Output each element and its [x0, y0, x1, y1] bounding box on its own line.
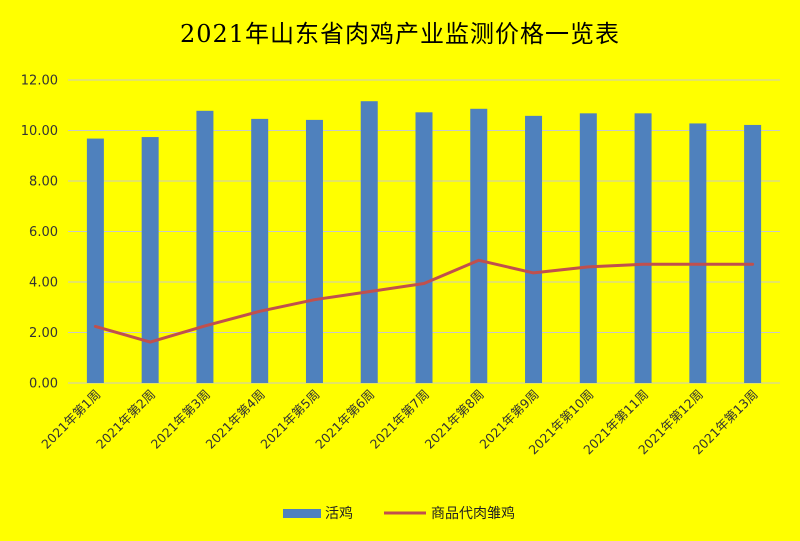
bar — [415, 112, 433, 383]
y-tick-label: 4.00 — [29, 276, 58, 291]
bar — [744, 124, 762, 383]
bar — [470, 108, 488, 383]
bar — [360, 101, 378, 384]
y-tick-label: 10.00 — [21, 124, 58, 139]
legend-label-bar: 活鸡 — [325, 505, 353, 522]
bar-series-layer — [86, 101, 762, 384]
chart-title: 2021年山东省肉鸡产业监测价格一览表 — [180, 20, 620, 48]
bar — [86, 138, 104, 383]
bar — [525, 115, 543, 383]
bar — [579, 113, 597, 383]
bar — [689, 123, 707, 384]
y-tick-label: 12.00 — [21, 74, 58, 89]
series-line — [93, 258, 755, 344]
bar — [305, 119, 323, 384]
y-tick-label: 6.00 — [29, 225, 58, 240]
y-axis: 0.00 2.00 4.00 6.00 8.00 10.00 12.00 — [21, 74, 58, 392]
legend: 活鸡 商品代肉雏鸡 — [283, 505, 515, 522]
y-tick-label: 0.00 — [29, 377, 58, 392]
legend-label-line: 商品代肉雏鸡 — [431, 505, 515, 522]
bar — [141, 137, 159, 383]
bar — [634, 113, 652, 383]
legend-bar-swatch — [283, 509, 321, 518]
y-tick-label: 8.00 — [29, 175, 58, 190]
bar — [251, 118, 269, 383]
y-tick-label: 2.00 — [29, 326, 58, 341]
line-series-layer — [93, 258, 755, 344]
x-axis: 2021年第1周2021年第2周2021年第3周2021年第4周2021年第5周… — [38, 387, 760, 458]
bar — [196, 110, 214, 384]
